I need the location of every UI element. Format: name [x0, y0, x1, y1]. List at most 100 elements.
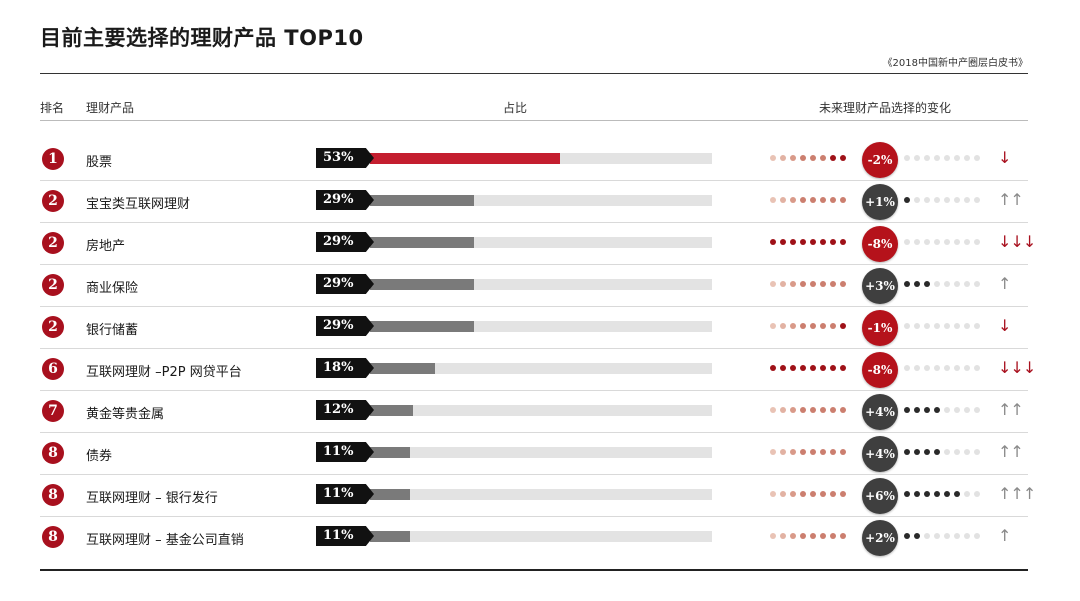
dot [924, 365, 930, 371]
dot [830, 533, 836, 539]
dot [954, 365, 960, 371]
dot [800, 281, 806, 287]
dot [954, 407, 960, 413]
dot [820, 407, 826, 413]
header-change: 未来理财产品选择的变化 [819, 101, 952, 115]
increase-dots [904, 407, 980, 415]
dot [770, 239, 776, 245]
dot [830, 197, 836, 203]
header-rank: 排名 [40, 101, 65, 115]
dot [914, 365, 920, 371]
dot [974, 239, 980, 245]
dot [820, 491, 826, 497]
share-label: 18% [316, 358, 374, 378]
decrease-dots [770, 281, 846, 289]
dot [800, 155, 806, 161]
bar-track [370, 279, 712, 290]
dot [840, 449, 846, 455]
share-label: 29% [316, 316, 374, 336]
dot [974, 365, 980, 371]
dot [800, 449, 806, 455]
arrow-down-icon: ↓↓↓ [998, 232, 1036, 251]
bar [370, 447, 410, 458]
dot [820, 281, 826, 287]
row-divider [40, 180, 1028, 181]
dot [944, 449, 950, 455]
dot [770, 197, 776, 203]
dot [840, 239, 846, 245]
decrease-dots [770, 197, 846, 205]
change-bubble: +1% [862, 184, 898, 220]
row-divider [40, 516, 1028, 517]
increase-dots [904, 449, 980, 457]
dot [790, 365, 796, 371]
bar-track [370, 447, 712, 458]
dot [770, 365, 776, 371]
row-divider [40, 264, 1028, 265]
dot [780, 281, 786, 287]
dot [780, 533, 786, 539]
dot [904, 533, 910, 539]
dot [820, 449, 826, 455]
dot [914, 407, 920, 413]
change-bubble: +6% [862, 478, 898, 514]
dot [800, 365, 806, 371]
dot [840, 365, 846, 371]
dot [974, 197, 980, 203]
rank-badge: 8 [42, 442, 64, 464]
dot [830, 281, 836, 287]
dot [810, 533, 816, 539]
table-row: 7 黄金等贵金属 12% +4% ↑↑ [0, 391, 1080, 433]
dot [964, 197, 970, 203]
row-divider [40, 348, 1028, 349]
dot [944, 365, 950, 371]
dot [780, 365, 786, 371]
change-bubble: -1% [862, 310, 898, 346]
change-bubble: -2% [862, 142, 898, 178]
increase-dots [904, 197, 980, 205]
share-label: 29% [316, 232, 374, 252]
dot [820, 155, 826, 161]
table-row: 8 债券 11% +4% ↑↑ [0, 433, 1080, 475]
dot [904, 155, 910, 161]
dot [954, 197, 960, 203]
bar-track [370, 321, 712, 332]
rank-badge: 7 [42, 400, 64, 422]
dot [904, 197, 910, 203]
dot [974, 155, 980, 161]
dot [790, 239, 796, 245]
table-row: 2 商业保险 29% +3% ↑ [0, 265, 1080, 307]
row-divider [40, 474, 1028, 475]
dot [810, 407, 816, 413]
dot [934, 239, 940, 245]
dot [944, 155, 950, 161]
product-label: 股票 [86, 155, 113, 170]
decrease-dots [770, 407, 846, 415]
arrow-down-icon: ↓ [998, 148, 1011, 167]
dot [780, 239, 786, 245]
share-label: 11% [316, 484, 374, 504]
dot [914, 491, 920, 497]
dot [924, 449, 930, 455]
header-product: 理财产品 [86, 101, 135, 115]
decrease-dots [770, 491, 846, 499]
dot [820, 323, 826, 329]
dot [964, 533, 970, 539]
rank-badge: 1 [42, 148, 64, 170]
dot [904, 323, 910, 329]
rank-badge: 8 [42, 484, 64, 506]
decrease-dots [770, 323, 846, 331]
rank-badge: 2 [42, 274, 64, 296]
dot [904, 239, 910, 245]
dot [904, 449, 910, 455]
dot [944, 407, 950, 413]
dot [770, 533, 776, 539]
bar-track [370, 195, 712, 206]
increase-dots [904, 239, 980, 247]
dot [790, 491, 796, 497]
increase-dots [904, 281, 980, 289]
product-label: 互联网理财 – 基金公司直销 [86, 533, 244, 548]
dot [840, 407, 846, 413]
dot [954, 491, 960, 497]
dot [914, 323, 920, 329]
